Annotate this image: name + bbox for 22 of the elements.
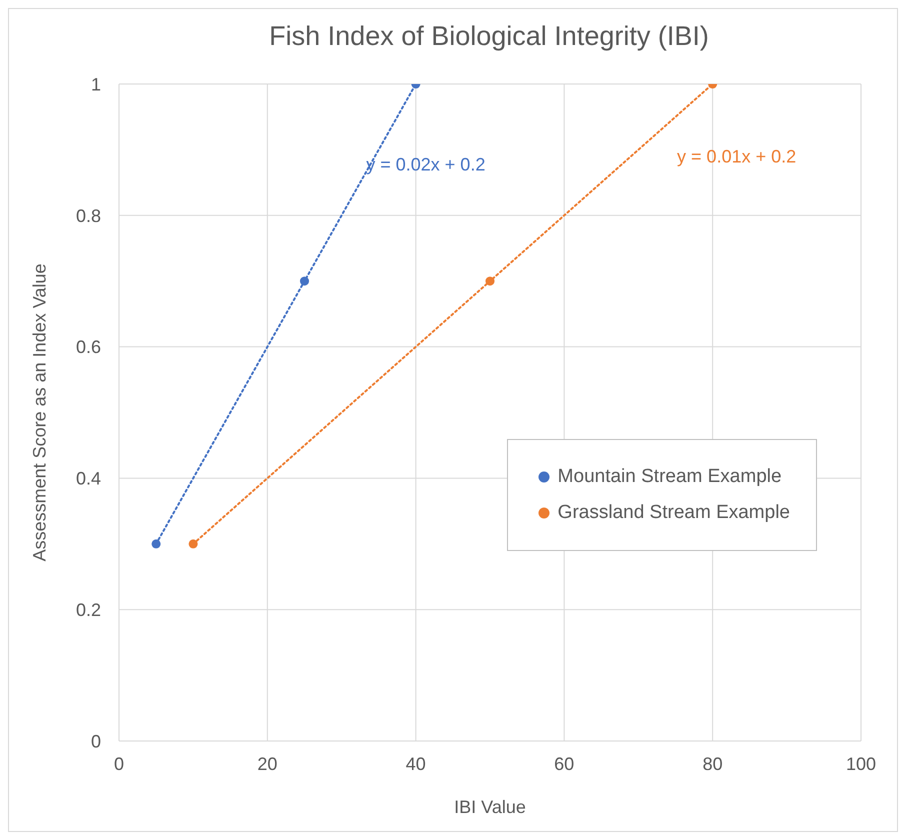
annotation: y = 0.01x + 0.2 [677,146,796,166]
x-tick-label: 20 [257,754,278,774]
y-tick-label: 1 [90,74,101,94]
chart-title: Fish Index of Biological Integrity (IBI) [268,21,710,52]
x-axis-title: IBI Value [454,797,526,817]
point [188,539,198,548]
x-tick-label: 80 [702,754,723,774]
legend-label: Grassland Stream Example [558,502,790,524]
legend-label: Mountain Stream Example [558,466,782,488]
y-tick-label: 0.8 [76,206,101,226]
x-tick-label: 60 [554,754,574,774]
point [485,276,495,286]
x-tick-label: 40 [406,754,426,774]
y-tick-label: 0.6 [76,337,101,358]
x-tick-label: 100 [846,754,876,774]
x-tick-label: 0 [114,754,124,774]
y-tick-label: 0.2 [76,600,101,620]
y-tick-label: 0 [90,731,101,752]
point [300,276,310,286]
y-axis-title: Assessment Score as an Index Value [29,264,50,562]
point [152,539,161,548]
y-tick-label: 0.4 [76,468,101,489]
